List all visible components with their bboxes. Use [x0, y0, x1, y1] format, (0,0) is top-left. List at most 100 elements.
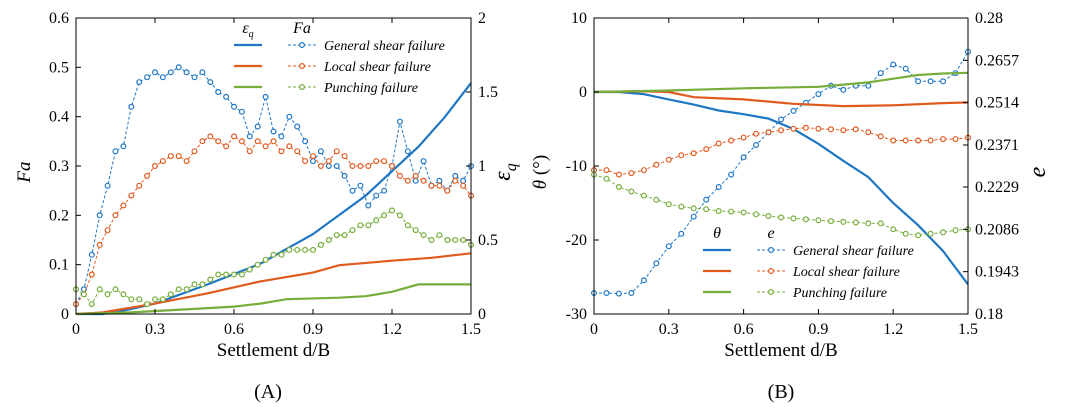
data-point [317, 241, 324, 248]
y-right-tick-label: 2 [478, 10, 486, 27]
data-point [728, 137, 735, 144]
x-tick-label: 1.2 [382, 321, 402, 338]
data-point [302, 138, 309, 145]
data-point [802, 124, 809, 131]
legend-marker [299, 83, 306, 90]
data-point [128, 103, 135, 110]
data-point [927, 230, 934, 237]
data-point [341, 153, 348, 160]
legend-marker [767, 247, 774, 254]
data-point [357, 222, 364, 229]
data-point [815, 91, 822, 98]
data-point [840, 127, 847, 134]
data-point [902, 65, 909, 72]
x-axis-label: Settlement d/B [217, 340, 330, 361]
data-point [460, 237, 467, 244]
data-point [765, 129, 772, 136]
data-point [302, 246, 309, 253]
x-tick-label: 0.9 [303, 321, 323, 338]
legend-label: General shear failure [793, 244, 914, 259]
data-point [136, 182, 143, 189]
data-point [88, 271, 95, 278]
data-point [827, 126, 834, 133]
data-point [615, 184, 622, 191]
data-point [223, 271, 230, 278]
data-point [840, 218, 847, 225]
data-point [120, 291, 127, 298]
data-point [404, 222, 411, 229]
data-point [665, 156, 672, 163]
data-point [703, 206, 710, 213]
data-point [302, 158, 309, 165]
y-right-tick-label: 0.2229 [975, 179, 1019, 196]
data-point [254, 261, 261, 268]
data-point [88, 301, 95, 308]
y-left-tick-label: 0.5 [49, 59, 69, 76]
data-point [88, 251, 95, 258]
data-point [790, 107, 797, 114]
data-point [294, 123, 301, 130]
series-marker-line-1 [594, 127, 969, 176]
data-point [428, 237, 435, 244]
data-point [365, 202, 372, 209]
data-point [865, 82, 872, 89]
data-point [653, 161, 660, 168]
x-tick-label: 1.5 [461, 321, 481, 338]
data-point [927, 137, 934, 144]
data-point [428, 182, 435, 189]
data-point [333, 163, 340, 170]
data-point [777, 116, 784, 123]
x-axis-label: Settlement d/B [724, 340, 837, 361]
data-point [270, 138, 277, 145]
data-point [286, 143, 293, 150]
data-point [278, 133, 285, 140]
x-tick-label: 0.9 [808, 321, 828, 338]
data-point [615, 171, 622, 178]
data-point [231, 271, 238, 278]
data-point [802, 216, 809, 223]
data-point [420, 177, 427, 184]
data-point [207, 133, 214, 140]
data-point [640, 167, 647, 174]
data-point [915, 137, 922, 144]
data-point [215, 271, 222, 278]
data-point [412, 177, 419, 184]
data-point [167, 69, 174, 76]
data-point [852, 126, 859, 133]
data-point [396, 172, 403, 179]
panel-a: 0 0.3 0.6 0.9 1.2 1.500.10.20.30.40.50.600.51… [14, 10, 520, 403]
data-point [112, 148, 119, 155]
y-left-tick-label: -10 [566, 158, 587, 175]
data-point [373, 158, 380, 165]
data-point [159, 158, 166, 165]
panel-b: 0 0.3 0.6 0.9 1.2 1.5 -30 -20 -10 0 10 0.18 0.1943 0.… [530, 10, 1051, 403]
data-point [310, 153, 317, 160]
panel-label: (A) [254, 381, 282, 403]
x-tick-label: 1.2 [883, 321, 903, 338]
x-tick-label: 0 [72, 321, 80, 338]
data-point [436, 177, 443, 184]
data-point [460, 182, 467, 189]
data-point [191, 74, 198, 81]
data-point [325, 158, 332, 165]
series-line-2 [75, 283, 471, 316]
data-point [246, 133, 253, 140]
data-point [381, 212, 388, 219]
data-point [215, 88, 222, 95]
x-tick-label: 0.3 [145, 321, 165, 338]
data-point [262, 143, 269, 150]
data-point [183, 286, 190, 293]
data-point [404, 148, 411, 155]
data-point [452, 172, 459, 179]
legend: θ e General shear failure Local shear failu… [703, 225, 914, 301]
legend: εq Fa General shear failure Local shear fai… [234, 20, 445, 96]
data-point [317, 163, 324, 170]
data-point [678, 230, 685, 237]
series-line-1 [593, 90, 969, 108]
data-point [902, 230, 909, 237]
data-point [915, 78, 922, 85]
y-left-tick-label: 0 [61, 306, 69, 323]
data-point [167, 153, 174, 160]
data-point [341, 172, 348, 179]
data-point [112, 286, 119, 293]
